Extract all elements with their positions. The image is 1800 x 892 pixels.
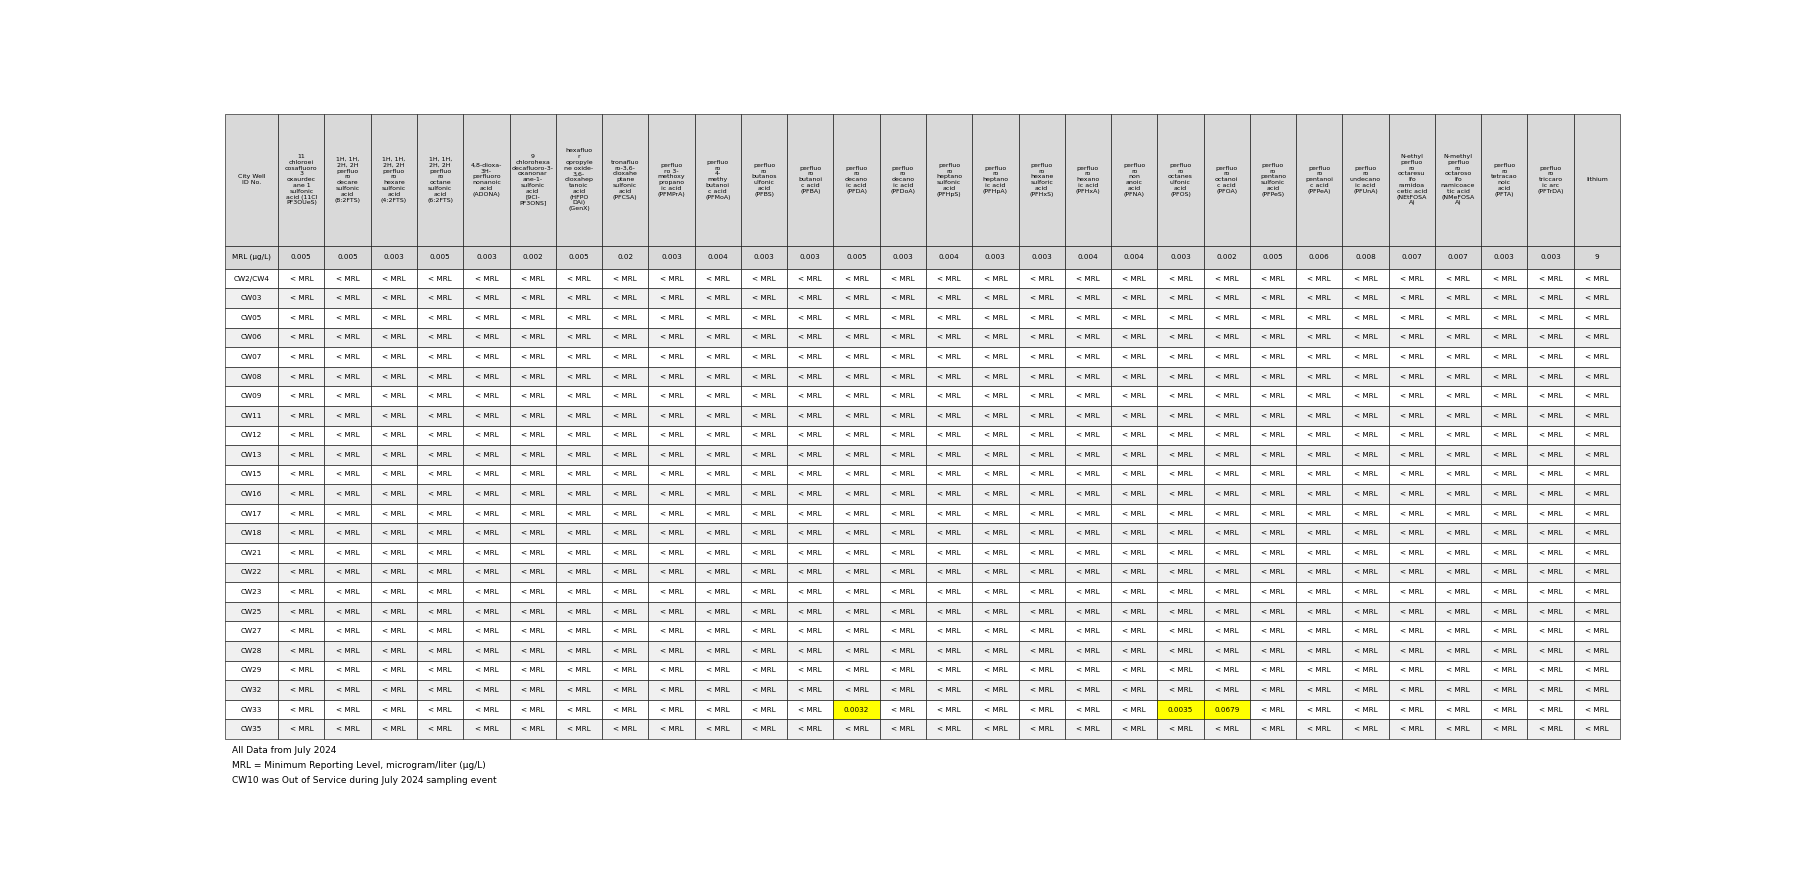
Text: All Data from July 2024: All Data from July 2024 (232, 746, 337, 755)
Text: MRL = Minimum Reporting Level, microgram/liter (μg/L): MRL = Minimum Reporting Level, microgram… (232, 761, 486, 770)
Text: CW10 was Out of Service during July 2024 sampling event: CW10 was Out of Service during July 2024… (232, 776, 497, 785)
